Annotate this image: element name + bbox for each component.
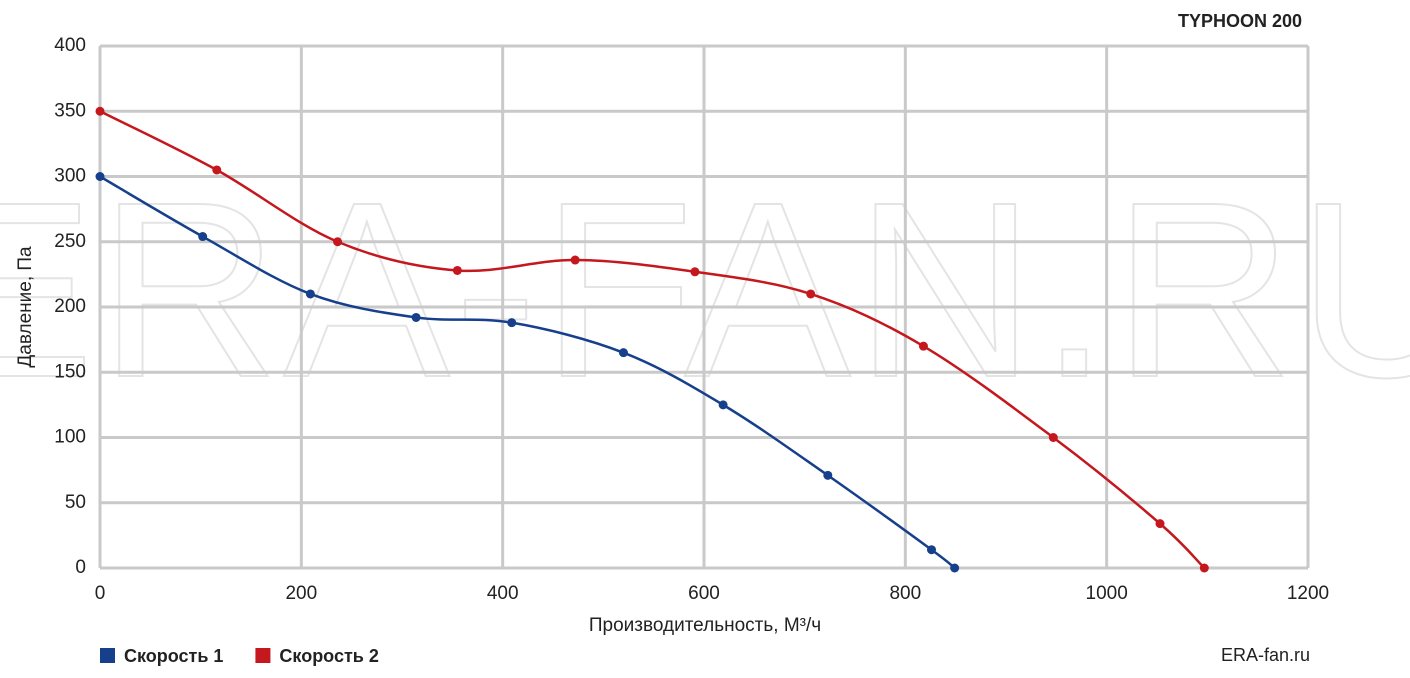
legend-label: Скорость 2 bbox=[279, 646, 378, 666]
data-point bbox=[1199, 563, 1209, 573]
legend-swatch bbox=[255, 648, 271, 663]
y-tick-label: 300 bbox=[54, 166, 86, 187]
data-point bbox=[927, 545, 937, 555]
data-point bbox=[507, 318, 517, 328]
data-point bbox=[411, 312, 421, 322]
y-tick-label: 150 bbox=[54, 361, 86, 382]
y-tick-label: 400 bbox=[54, 35, 86, 56]
chart-title: TYPHOON 200 bbox=[1178, 11, 1302, 31]
x-tick-label: 400 bbox=[487, 583, 519, 604]
y-tick-label: 0 bbox=[75, 557, 86, 578]
y-tick-label: 200 bbox=[54, 296, 86, 317]
x-axis-label: Производительность, М³/ч bbox=[589, 615, 821, 636]
x-tick-label: 1200 bbox=[1287, 583, 1329, 604]
data-point bbox=[823, 470, 833, 480]
x-tick-label: 0 bbox=[95, 583, 106, 604]
y-tick-label: 250 bbox=[54, 231, 86, 252]
data-point bbox=[918, 341, 928, 351]
y-axis-label: Давление, Па bbox=[15, 246, 36, 368]
data-point bbox=[1048, 433, 1058, 442]
x-tick-label: 1000 bbox=[1086, 583, 1128, 604]
data-point bbox=[95, 172, 105, 181]
data-point bbox=[1155, 519, 1165, 529]
data-point bbox=[570, 255, 580, 265]
series-line bbox=[99, 175, 956, 569]
y-tick-label: 350 bbox=[54, 100, 86, 121]
y-tick-label: 50 bbox=[65, 492, 86, 513]
data-point bbox=[618, 348, 628, 358]
x-tick-label: 200 bbox=[285, 583, 317, 604]
legend-label: Скорость 1 bbox=[124, 646, 223, 666]
data-point bbox=[333, 237, 343, 247]
y-tick-label: 100 bbox=[54, 427, 86, 448]
data-point bbox=[806, 289, 816, 299]
data-point bbox=[95, 106, 105, 116]
data-point bbox=[452, 265, 462, 275]
data-point bbox=[690, 267, 700, 277]
data-point bbox=[718, 400, 728, 410]
data-point bbox=[305, 289, 315, 299]
data-point bbox=[198, 232, 208, 242]
x-tick-label: 600 bbox=[688, 583, 720, 604]
data-point bbox=[212, 165, 222, 175]
data-point bbox=[950, 563, 960, 573]
x-tick-label: 800 bbox=[889, 583, 921, 604]
footer: ERA-fan.ru bbox=[1221, 645, 1310, 665]
legend-swatch bbox=[100, 648, 115, 663]
